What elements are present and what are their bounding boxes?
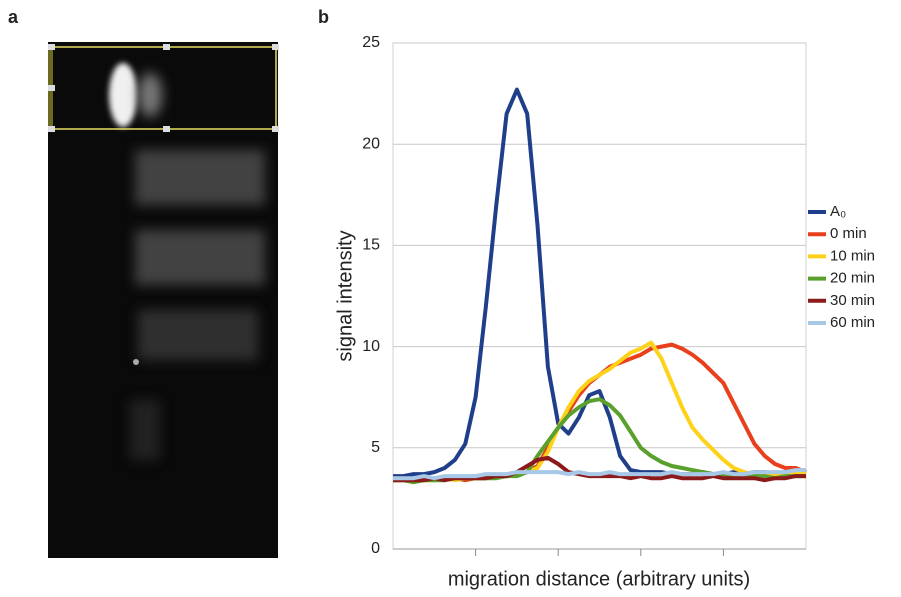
- y-axis-label: signal intensity: [334, 230, 356, 361]
- gel-image: [48, 42, 279, 558]
- y-tick-label: 20: [362, 135, 380, 152]
- legend-label: 0 min: [830, 225, 867, 242]
- series-line: [393, 468, 806, 481]
- y-tick-label: 10: [362, 338, 380, 355]
- y-tick-label: 15: [362, 237, 380, 254]
- legend-label: 60 min: [830, 314, 875, 331]
- legend-label: 20 min: [830, 270, 875, 287]
- legend-label: 10 min: [830, 247, 875, 264]
- y-tick-label: 5: [371, 439, 380, 456]
- panel-label: b: [318, 7, 329, 27]
- series-line: [393, 397, 806, 485]
- x-axis-label: migration distance (arbitrary units): [448, 568, 750, 590]
- legend-label: A₀: [830, 203, 846, 220]
- y-tick-label: 25: [362, 34, 380, 51]
- series-line: [393, 87, 807, 479]
- y-tick-label: 0: [371, 540, 380, 557]
- legend-label: 30 min: [830, 292, 875, 309]
- panel-label: a: [8, 7, 19, 27]
